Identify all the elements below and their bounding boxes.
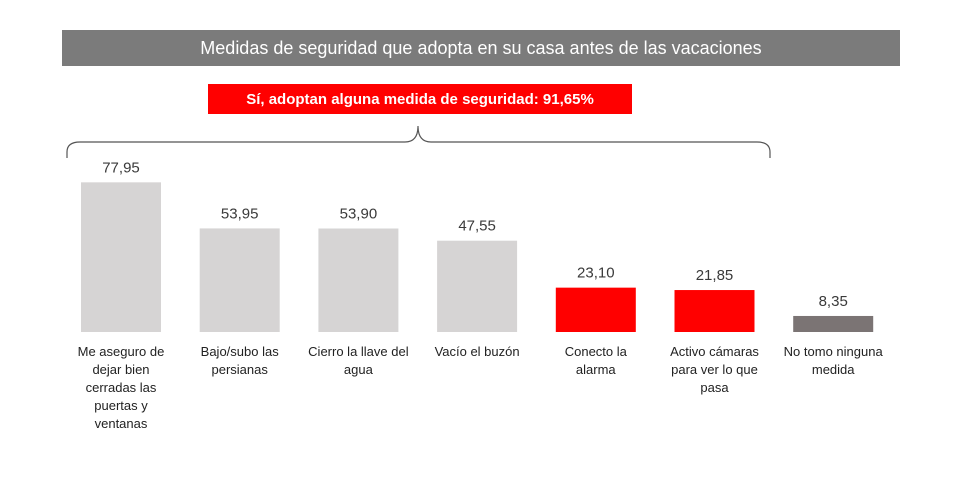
bar [674, 290, 755, 332]
category-label-line: Me aseguro de [77, 344, 165, 359]
value-label: 23,10 [577, 265, 615, 282]
category-label-line: Bajo/subo las [200, 344, 279, 359]
bar [199, 228, 280, 332]
bar [437, 240, 518, 332]
value-label: 8,35 [819, 293, 848, 310]
bar [793, 315, 874, 332]
category-label-line: Cierro la llave del [308, 344, 409, 359]
chart-title: Medidas de seguridad que adopta en su ca… [62, 30, 900, 66]
category-label: Bajo/subo las persianas [176, 343, 304, 379]
category-label-line: ventanas [94, 416, 148, 431]
category-label-line: Conecto la [564, 344, 627, 359]
category-label: Activo cámaras para ver lo que pasa [651, 343, 779, 397]
value-label: 21,85 [696, 267, 734, 284]
category-label-line: para ver lo que [671, 362, 758, 377]
category-label-line: dejar bien [92, 362, 150, 377]
category-label-line: puertas y [94, 398, 148, 413]
category-label-line: medida [811, 362, 855, 377]
bar [555, 287, 636, 332]
category-label-line: pasa [700, 380, 729, 395]
bracket [66, 125, 771, 158]
category-label: Cierro la llave del agua [294, 343, 422, 379]
category-label-line: No tomo ninguna [783, 344, 883, 359]
category-label-line: Activo cámaras [670, 344, 759, 359]
value-label: 77,95 [102, 159, 140, 176]
category-label: Vacío el buzón [413, 343, 541, 361]
callout-badge: Sí, adoptan alguna medida de seguridad: … [208, 84, 632, 114]
category-label: No tomo ninguna medida [769, 343, 897, 379]
category-label-line: persianas [211, 362, 268, 377]
category-label-line: Vacío el buzón [434, 344, 520, 359]
value-label: 53,95 [221, 205, 259, 222]
value-label: 47,55 [458, 218, 496, 235]
value-label: 53,90 [340, 206, 378, 223]
category-label: Conecto la alarma [532, 343, 660, 379]
category-label-line: alarma [575, 362, 616, 377]
category-label-line: agua [343, 362, 373, 377]
category-label: Me aseguro de dejar bien cerradas las puert… [57, 343, 185, 433]
category-label-line: cerradas las [85, 380, 157, 395]
bar [318, 228, 399, 332]
bar [81, 182, 161, 332]
